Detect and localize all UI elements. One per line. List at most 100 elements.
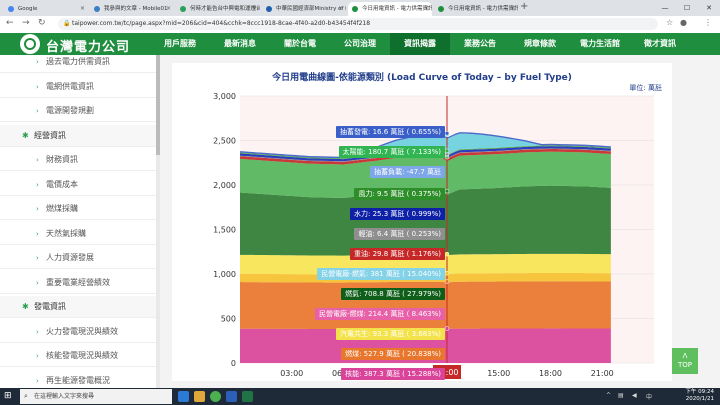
browser-tab[interactable]: 今日用電資訊 - 電力供需資訊 - 台× <box>348 2 432 16</box>
back-to-top-button[interactable]: Λ TOP <box>672 348 698 374</box>
sidebar-scrollbar[interactable] <box>156 55 160 388</box>
tab-favicon-icon <box>438 6 444 12</box>
load-curve-chart[interactable]: 05001,0001,5002,0002,5003,00003:0006:000… <box>172 63 672 381</box>
menu-icon[interactable]: ⋮ <box>704 18 712 27</box>
sidebar-item[interactable]: › 火力發電現況與績效 <box>0 321 160 343</box>
sidebar-item[interactable]: › 重要電業經營績效 <box>0 272 160 294</box>
forward-arrow-icon[interactable]: → <box>22 18 30 28</box>
minimize-button[interactable]: — <box>661 4 669 12</box>
sidebar-item[interactable]: › 電價成本 <box>0 174 160 196</box>
taskbar-search-input[interactable]: ⌕ 在這裡輸入文字來搜尋 <box>20 389 172 404</box>
sidebar-item-label: 核能發電現況與績效 <box>46 351 118 360</box>
logo-emblem-icon <box>20 34 40 54</box>
series-tooltip-label: 水力: 25.3 萬瓩 ( 0.999%) <box>350 208 445 220</box>
tab-close-icon[interactable]: × <box>251 5 257 12</box>
sidebar-section-heading[interactable]: ✱ 發電資訊 <box>0 296 160 318</box>
area-series <box>240 328 611 363</box>
sidebar-item[interactable]: › 過去電力供需資訊 <box>0 55 160 73</box>
nav-item[interactable]: 用戶服務 <box>164 39 196 48</box>
browser-tab[interactable]: 今日用電資訊 - 電力供需資訊 - 台× <box>434 2 518 16</box>
browser-tab[interactable]: 何時才能告台中興電和運煙台廠 × <box>176 2 260 16</box>
maximize-button[interactable]: ☐ <box>683 4 691 12</box>
chevron-right-icon: › <box>36 58 39 66</box>
nav-item[interactable]: 業務公告 <box>464 39 496 48</box>
tab-close-icon[interactable]: × <box>337 5 343 12</box>
x-tick-label: 21:00 <box>591 369 614 378</box>
sidebar-item-label: 燃煤採購 <box>46 204 78 213</box>
chevron-right-icon: › <box>36 352 39 360</box>
folder-icon[interactable] <box>194 391 205 402</box>
nav-item[interactable]: 公司治理 <box>344 39 376 48</box>
y-tick-label: 500 <box>221 315 236 324</box>
star-icon[interactable]: ☆ <box>666 18 674 27</box>
windows-start-icon[interactable]: ⊞ <box>4 391 12 401</box>
area-series <box>240 146 611 162</box>
series-tooltip-label: 汽電共生: 93.3 萬瓩 ( 3.683%) <box>336 328 445 340</box>
sidebar-item-label: 電源開發規劃 <box>46 106 94 115</box>
tab-close-icon[interactable]: × <box>79 5 85 12</box>
sidebar-item-label: 過去電力供需資訊 <box>46 57 110 66</box>
tab-close-icon[interactable]: × <box>509 5 515 12</box>
sidebar-item-label: 重要電業經營績效 <box>46 277 110 287</box>
sidebar-item-label: 天然氣採購 <box>46 228 86 238</box>
chevron-right-icon: › <box>36 254 39 262</box>
excel-icon[interactable] <box>242 391 253 402</box>
y-tick-label: 2,000 <box>213 181 236 190</box>
area-series <box>240 145 611 160</box>
sidebar-item[interactable]: › 核能發電現況與績效 <box>0 345 160 367</box>
sidebar-item[interactable]: › 電網供電資訊 <box>0 76 160 98</box>
logo[interactable]: 台灣電力公司 <box>6 34 166 55</box>
asterisk-icon: ✱ <box>22 130 29 140</box>
nav-item[interactable]: 徵才資訊 <box>644 39 676 48</box>
y-tick-label: 2,500 <box>213 137 236 146</box>
sidebar-item[interactable]: › 人力資源發展 <box>0 247 160 269</box>
cursor-point <box>444 270 450 276</box>
chart-title: 今日用電曲線圖-依能源類別 (Load Curve of Today – by … <box>272 73 572 83</box>
area-series <box>240 148 611 165</box>
area-series <box>240 185 611 256</box>
sidebar-item-label: 電網供電資訊 <box>46 81 94 91</box>
sidebar-item[interactable]: › 天然氣採購 <box>0 223 160 245</box>
ime-icon[interactable]: 中 <box>646 394 653 401</box>
tab-close-icon[interactable]: × <box>423 5 429 12</box>
chevron-right-icon: › <box>36 205 39 213</box>
close-window-button[interactable]: ✕ <box>706 4 712 12</box>
new-tab-button[interactable]: + <box>520 1 529 12</box>
cursor-point <box>444 131 450 136</box>
series-tooltip-label: 太陽能: 180.7 萬瓩 ( 7.133%) <box>338 146 445 158</box>
taskbar-clock[interactable]: 下午 09:24 2020/1/21 <box>685 389 714 403</box>
series-tooltip-label: 抽蓄負載: -47.7 萬瓩 <box>370 166 445 178</box>
back-arrow-icon[interactable]: ← <box>6 18 14 28</box>
nav-item[interactable]: 關於台電 <box>284 39 316 48</box>
nav-item[interactable]: 電力生活館 <box>580 39 620 48</box>
browser-tab[interactable]: Google × <box>4 2 88 16</box>
tab-favicon-icon <box>8 6 14 12</box>
chevron-right-icon: › <box>36 180 39 189</box>
main-nav: 用戶服務 最新消息 關於台電 公司治理 資訊揭露 業務公告 規章條款 電力生活館 徵才資訊 <box>150 33 690 55</box>
cursor-point <box>444 279 450 284</box>
volume-icon[interactable]: ◀ <box>632 392 637 399</box>
browser-tab[interactable]: 我參與的文章 - Mobile01 × <box>90 2 174 16</box>
sidebar-scroll-thumb[interactable] <box>156 55 160 155</box>
tab-close-icon[interactable]: × <box>165 5 171 12</box>
sidebar-section-heading[interactable]: ✱ 經營資訊 <box>0 124 160 147</box>
edge-icon[interactable] <box>178 391 189 402</box>
tray-up-icon[interactable]: ^ <box>606 392 612 399</box>
reload-icon[interactable]: ↻ <box>38 18 46 28</box>
nav-item[interactable]: 資訊揭露 <box>390 33 450 55</box>
url-input[interactable]: 🔒 taipower.com.tw/tc/page.aspx?mid=206&c… <box>58 18 658 30</box>
chart-card: 05001,0001,5002,0002,5003,00003:0006:000… <box>172 63 672 381</box>
nav-item[interactable]: 規章條款 <box>524 39 556 48</box>
network-icon[interactable]: ▤ <box>618 392 624 399</box>
profile-icon[interactable]: ● <box>680 18 687 27</box>
sidebar-item[interactable]: › 燃煤採購 <box>0 198 160 220</box>
sidebar-item[interactable]: › 電源開發規劃 <box>0 100 160 122</box>
chrome-icon[interactable] <box>210 391 221 402</box>
tab-label: 何時才能告台中興電和運煙台廠 <box>190 6 260 12</box>
nav-item[interactable]: 最新消息 <box>224 39 256 48</box>
word-icon[interactable] <box>226 391 237 402</box>
sidebar-item[interactable]: › 再生能源發電概況 <box>0 370 160 389</box>
sidebar-item[interactable]: › 財務資訊 <box>0 149 160 171</box>
browser-tab[interactable]: 中華民國經濟部Ministry of Eco× <box>262 2 346 16</box>
sidebar: › 過去電力供需資訊 › 電網供電資訊 › 電源開發規劃 ✱ 經營資訊 › 財務資訊 › 電價成本 › 燃… <box>0 55 160 388</box>
